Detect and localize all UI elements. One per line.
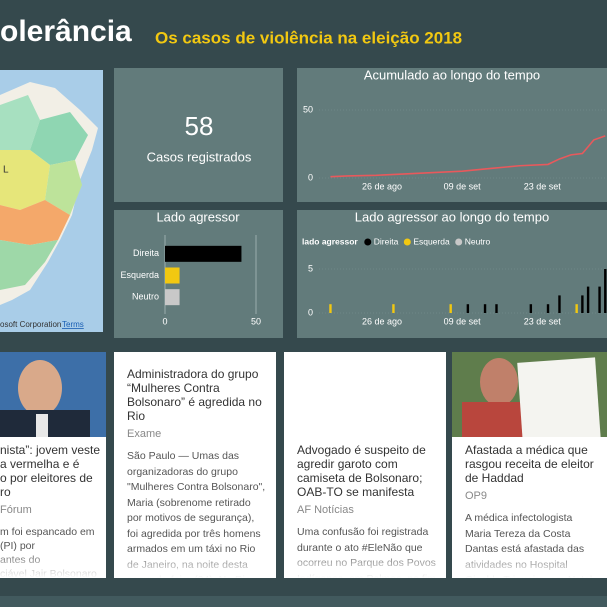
bar-panel <box>114 210 283 338</box>
page-subtitle: Os casos de violência na eleição 2018 <box>155 28 462 47</box>
bar <box>165 267 180 284</box>
fade <box>284 550 446 578</box>
legend-swatch <box>403 238 411 246</box>
page-title: olerância <box>0 15 132 48</box>
bottom-bar <box>0 596 607 607</box>
line-series <box>330 135 606 178</box>
map-region <box>0 150 50 210</box>
map-region <box>45 160 82 215</box>
fade <box>0 550 106 578</box>
news-body-line: m foi espancado em <box>0 526 95 538</box>
news-title-line: ro <box>0 485 11 499</box>
x-tick-label: 50 <box>251 316 261 326</box>
line-panel <box>297 68 607 202</box>
y-tick-label: 0 <box>308 172 313 182</box>
column-segment <box>575 304 578 313</box>
news-source: OP9 <box>465 490 488 502</box>
x-tick-label: 26 de ago <box>362 181 402 191</box>
map-label: L <box>3 165 9 176</box>
news-source: AF Notícias <box>297 504 354 516</box>
legend-title: lado agressor <box>302 236 358 246</box>
news-text: Administradora do grupo “Mulheres Contra… <box>127 367 268 578</box>
y-tick-label: 50 <box>303 104 313 114</box>
map-terms[interactable]: Terms <box>62 320 84 329</box>
bar <box>165 245 242 262</box>
fade <box>114 550 276 578</box>
kpi-label: Casos registrados <box>147 149 252 164</box>
news-title: Administradora do grupo “Mulheres Contra… <box>127 367 262 423</box>
x-tick-label: 0 <box>162 316 167 326</box>
column-segment <box>581 295 584 313</box>
column-segment <box>449 304 452 313</box>
legend-label: Neutro <box>465 236 491 246</box>
column-segment <box>392 304 395 313</box>
bar <box>165 289 180 306</box>
column-segment <box>466 304 470 313</box>
news-title-line: a vermelha e é <box>0 457 80 471</box>
news-card[interactable]: Administradora do grupo “Mulheres Contra… <box>114 352 276 578</box>
y-tick-label: Direita <box>133 248 159 258</box>
legend-label: Esquerda <box>413 236 450 246</box>
fade <box>452 550 607 578</box>
x-tick-label: 09 de set <box>444 181 482 191</box>
y-tick-label: 0 <box>308 307 313 317</box>
news-source: Exame <box>127 428 162 440</box>
chart-title: Acumulado ao longo do tempo <box>364 67 540 82</box>
legend-swatch <box>364 238 372 246</box>
chart-title: Lado agressor ao longo do tempo <box>355 209 549 224</box>
y-tick-label: 5 <box>308 263 313 273</box>
stacked-panel <box>297 210 607 338</box>
news-image <box>0 352 106 437</box>
x-tick-label: 09 de set <box>444 316 482 326</box>
news-card[interactable]: Advogado é suspeito de agredir garoto co… <box>284 352 446 578</box>
map-attribution: osoft Corporation <box>0 320 61 329</box>
map[interactable]: L osoft Corporation Terms <box>0 70 103 332</box>
column-segment <box>495 304 498 313</box>
news-image <box>452 352 607 437</box>
column-segment <box>483 304 487 313</box>
news-title-line: nista”: jovem veste <box>0 443 101 457</box>
column-segment <box>546 304 550 313</box>
legend-label: Direita <box>374 236 399 246</box>
column-segment <box>604 269 607 313</box>
kpi-value: 58 <box>185 111 214 141</box>
y-tick-label: Esquerda <box>120 270 159 280</box>
map-region <box>0 95 40 150</box>
news-body-line: (PI) por <box>0 540 36 552</box>
column-segment <box>558 295 561 313</box>
y-tick-label: Neutro <box>132 292 159 302</box>
kpi-panel <box>114 68 283 202</box>
x-tick-label: 23 de set <box>524 181 562 191</box>
news-title: Afastada a médica que rasgou receita de … <box>465 443 594 485</box>
x-tick-label: 26 de ago <box>362 316 402 326</box>
news-source: Fórum <box>0 504 32 516</box>
map-region <box>0 200 70 245</box>
legend-swatch <box>455 238 463 246</box>
column-segment <box>329 304 332 313</box>
x-tick-label: 23 de set <box>524 316 562 326</box>
column-segment <box>586 286 590 313</box>
news-title: Advogado é suspeito de agredir garoto co… <box>297 443 426 499</box>
news-card[interactable]: Afastada a médica que rasgou receita de … <box>452 352 607 578</box>
chart-title: Lado agressor <box>156 209 240 224</box>
column-segment <box>529 304 533 313</box>
column-segment <box>598 286 601 313</box>
map-region <box>30 112 88 165</box>
news-title-line: o por eleitores de <box>0 471 93 485</box>
map-region <box>0 240 58 290</box>
